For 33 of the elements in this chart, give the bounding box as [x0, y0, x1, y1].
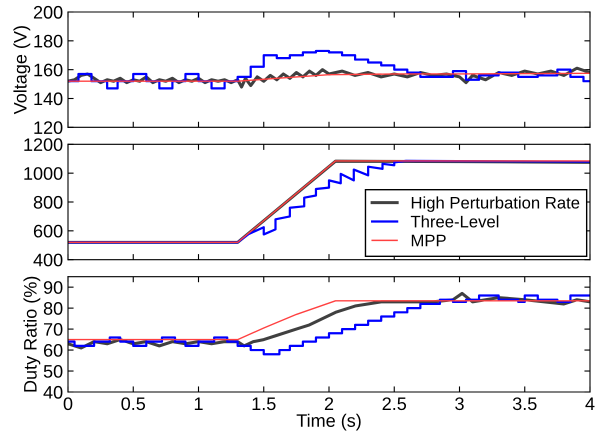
y-axis-title: Duty Ratio (%)	[23, 276, 40, 392]
y-tick-label: 50	[44, 364, 62, 378]
x-tick-label: 1.5	[252, 398, 276, 410]
y-tick-label: 600	[34, 224, 62, 238]
y-tick-label: 90	[44, 281, 62, 294]
x-axis-title: Time (s)	[296, 414, 361, 431]
y-tick-label: 140	[34, 92, 62, 106]
x-tick-label: 3	[455, 397, 464, 410]
y-tick-label: 400	[33, 254, 62, 266]
y-tick-label: 180	[34, 34, 62, 48]
y-tick-label: 200	[34, 6, 62, 19]
line-series	[68, 300, 590, 340]
y-tick-label: 70	[44, 323, 62, 336]
y-tick-label: 80	[44, 302, 62, 315]
x-tick-label: 3.5	[512, 397, 537, 410]
x-tick-label: 0.5	[121, 397, 146, 410]
x-tick-label: 4	[585, 398, 594, 410]
y-tick-label: 800	[34, 196, 62, 209]
y-tick-label: 40	[43, 386, 62, 399]
legend-label: High Perturbation Rate	[412, 196, 580, 212]
y-tick-label: 1000	[24, 167, 62, 180]
legend-label: Three-Level	[410, 215, 498, 228]
y-axis-title: Voltage (V)	[13, 26, 30, 114]
legend-label: MPP	[412, 234, 446, 246]
x-tick-label: 2	[324, 397, 334, 410]
x-tick-label: 1	[194, 398, 203, 410]
y-tick-label: 60	[44, 344, 62, 357]
x-tick-label: 2.5	[382, 397, 406, 410]
line-series	[68, 72, 590, 82]
y-tick-label: 120	[34, 121, 62, 134]
y-tick-label: 160	[34, 64, 62, 76]
x-tick-label: 0	[64, 397, 72, 410]
y-tick-label: 1200	[24, 138, 62, 152]
